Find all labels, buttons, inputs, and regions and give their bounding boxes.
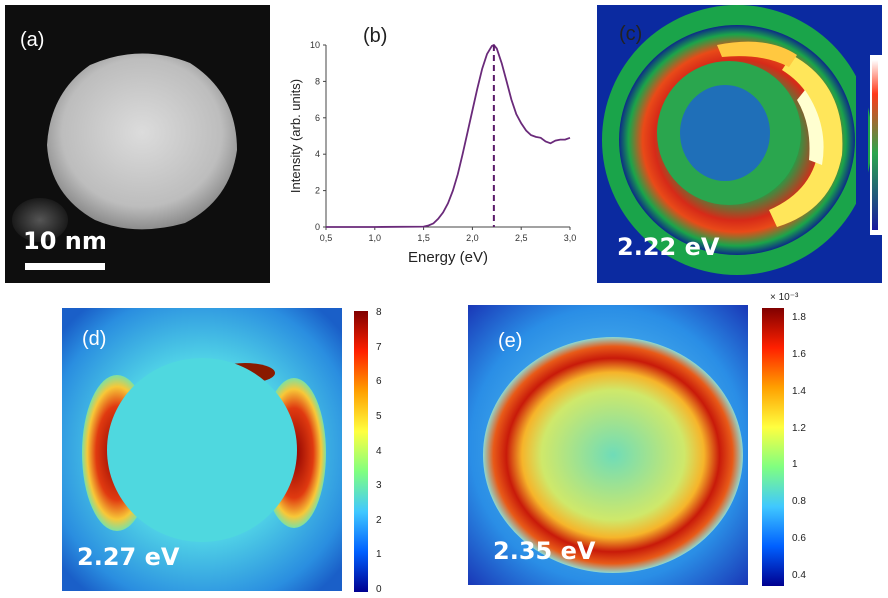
colorbar-tick-label: 1	[792, 459, 798, 471]
panel-label: (a)	[20, 29, 45, 51]
energy-label: 2.27 eV	[77, 543, 180, 571]
colorbar-tick-label: 6	[376, 376, 382, 388]
x-tick-label: 1,0	[369, 233, 382, 243]
y-tick-label: 10	[310, 40, 320, 50]
panel-d: (d) 2.27 eV	[62, 308, 342, 591]
colorbar-e-exponent: × 10⁻³	[770, 292, 799, 303]
panel-c: (c) 2.22 eV	[597, 5, 882, 283]
y-tick-label: 0	[315, 222, 320, 232]
colorbar-tick-label: 7	[376, 341, 382, 353]
y-tick-label: 4	[315, 149, 320, 159]
colorbar-tick-label: 3	[376, 480, 382, 492]
eels-map	[597, 5, 882, 283]
x-tick-label: 3,0	[564, 233, 577, 243]
x-tick-label: 2,0	[466, 233, 479, 243]
panel-label: (e)	[498, 330, 523, 352]
panel-a: (a) 10 nm	[5, 5, 270, 283]
panel-label: (c)	[619, 23, 643, 45]
colorbar-tick-label: 0	[376, 584, 382, 595]
x-tick-label: 0,5	[320, 233, 333, 243]
scale-bar	[25, 263, 105, 270]
simulation-map-e	[468, 305, 748, 585]
panel-e: (e) 2.35 eV	[468, 305, 748, 585]
x-tick-label: 1,5	[417, 233, 430, 243]
x-axis-label: Energy (eV)	[408, 249, 488, 266]
energy-label: 2.35 eV	[493, 537, 596, 565]
simulation-map-d	[62, 308, 342, 591]
y-tick-label: 2	[315, 186, 320, 196]
energy-label: 2.22 eV	[617, 233, 720, 261]
y-axis-label: Intensity (arb. units)	[288, 79, 303, 193]
panel-b: (b) 0,5 1,0 1,5 2,0 2,5 3,0 0 2 4 6 8 10 Energy (eV)…	[278, 5, 588, 283]
nanoparticle-image	[12, 53, 237, 242]
colorbar-tick-label: 1	[376, 549, 382, 561]
colorbar-tick-label: 0.6	[792, 533, 806, 545]
x-tick-label: 2,5	[515, 233, 528, 243]
colorbar-d	[354, 311, 368, 592]
colorbar-tick-label: 1.8	[792, 312, 806, 323]
y-tick-label: 8	[315, 76, 320, 86]
panel-label: (b)	[363, 25, 388, 47]
colorbar-e	[762, 308, 784, 586]
colorbar-tick-label: 1.2	[792, 422, 806, 434]
colorbar-tick-label: 2	[376, 514, 382, 526]
colorbar-tick-label: 8	[376, 307, 382, 318]
colorbar-tick-label: 0.8	[792, 496, 806, 508]
colorbar-tick-label: 1.6	[792, 348, 806, 360]
y-tick-label: 6	[315, 113, 320, 123]
colorbar-tick-label: 1.4	[792, 385, 806, 397]
colorbar-tick-label: 0.4	[792, 570, 806, 581]
panel-label: (d)	[82, 328, 107, 350]
scale-bar-label: 10 nm	[23, 227, 107, 255]
colorbar-tick-label: 4	[376, 445, 382, 457]
colorbar-tick-label: 5	[376, 410, 382, 422]
spectrum-chart: 0,5 1,0 1,5 2,0 2,5 3,0 0 2 4 6 8 10 Energy (eV) Inte…	[288, 40, 577, 266]
spectrum-line	[326, 43, 571, 228]
